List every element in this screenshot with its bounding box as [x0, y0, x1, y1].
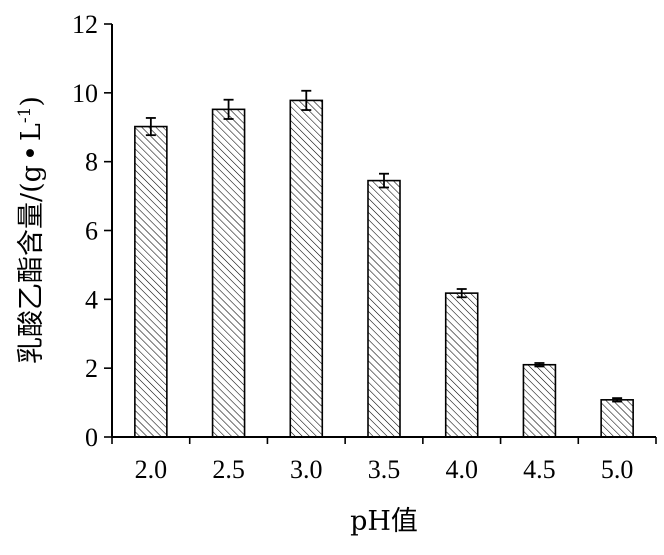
bar-4.0	[444, 292, 479, 438]
y-tick-label-8: 8	[85, 148, 98, 177]
bar-3.0	[289, 99, 324, 438]
x-tick-label-3.0: 3.0	[290, 455, 323, 484]
y-ticks-layer: 0 2 4 6 8 10 12	[72, 10, 112, 452]
y-axis-title-unit-close: )	[16, 96, 47, 107]
x-ticks-layer: 2.0 2.5 3.0 3.5 4.0 4.5 5.0	[111, 437, 657, 484]
x-tick-label-4.0: 4.0	[445, 455, 478, 484]
error-bars-layer	[145, 89, 623, 403]
error-bar-3.5	[379, 172, 389, 189]
y-axis-title: 乳酸乙酯含量/(g • L-1)	[15, 96, 47, 364]
x-tick-label-3.5: 3.5	[368, 455, 401, 484]
x-tick-label-4.5: 4.5	[523, 455, 556, 484]
bar-2.0	[134, 125, 168, 438]
error-bar-2.5	[223, 98, 234, 120]
x-tick-label-2.5: 2.5	[212, 455, 245, 484]
y-axis-title-unit-exponent: -1	[15, 107, 35, 124]
error-bar-4.0	[456, 288, 467, 299]
bars-layer	[134, 99, 634, 438]
error-bar-2.0	[145, 117, 156, 137]
y-axis-title-unit-open: (g	[16, 165, 47, 193]
x-tick-label-2.0: 2.0	[135, 455, 168, 484]
y-tick-label-12: 12	[72, 10, 98, 39]
y-axis-title-main: 乳酸乙酯含量/	[16, 192, 47, 364]
error-bar-5.0	[612, 397, 623, 403]
bar-4.5	[522, 363, 557, 438]
y-axis-title-unit-L: L	[16, 123, 47, 141]
x-tick-label-5.0: 5.0	[601, 455, 634, 484]
y-axis-title-unit-dot: •	[16, 145, 47, 161]
bar-3.5	[367, 179, 401, 438]
x-axis-title: pH值	[350, 506, 418, 537]
y-tick-label-0: 0	[85, 423, 98, 452]
y-tick-label-10: 10	[72, 79, 98, 108]
error-bar-4.5	[534, 362, 545, 368]
y-tick-label-6: 6	[85, 217, 98, 246]
bar-5.0	[600, 399, 634, 438]
error-bar-3.0	[301, 89, 312, 111]
y-tick-label-2: 2	[85, 354, 98, 383]
y-tick-label-4: 4	[85, 285, 98, 314]
bar-2.5	[211, 108, 246, 438]
